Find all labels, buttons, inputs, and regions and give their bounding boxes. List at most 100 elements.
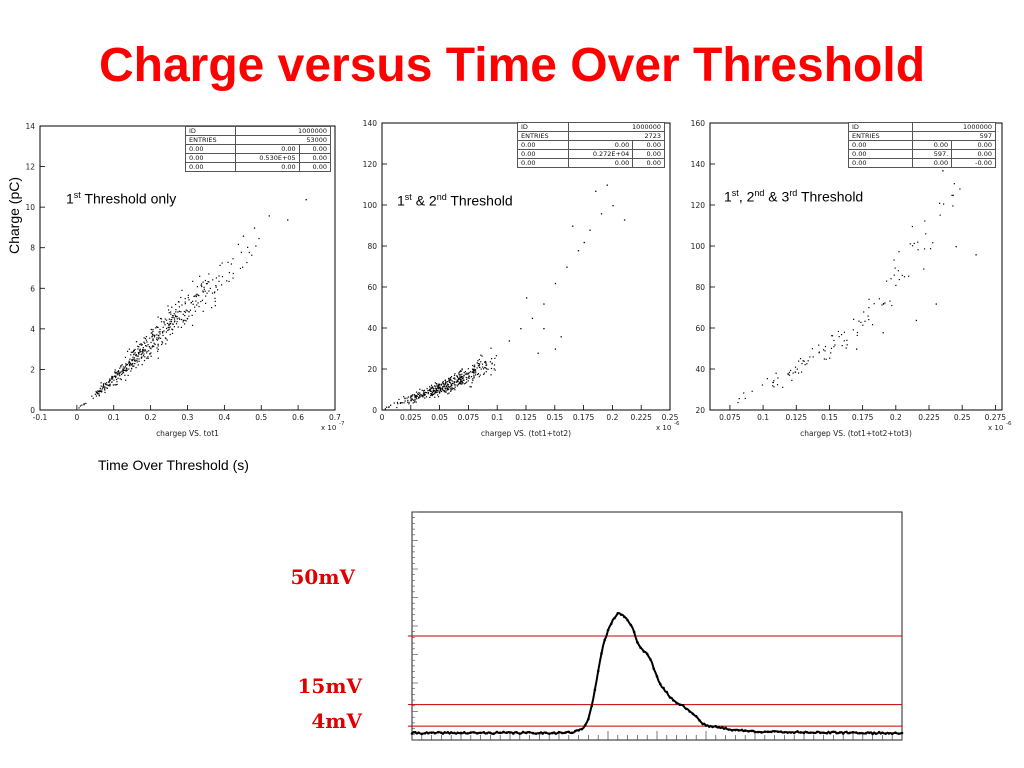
data-point <box>123 369 125 371</box>
y-axis-title: Charge (pC) <box>6 176 22 254</box>
data-point <box>147 344 149 346</box>
x-tick-label: 0.125 <box>786 413 808 422</box>
data-point <box>159 317 162 320</box>
data-point <box>761 384 764 386</box>
data-point <box>191 314 193 317</box>
data-point <box>416 398 418 400</box>
data-point <box>153 336 156 338</box>
data-point <box>531 317 534 320</box>
data-point <box>477 360 479 362</box>
data-point <box>188 315 190 317</box>
data-point <box>867 315 869 317</box>
data-point <box>155 327 157 329</box>
data-point <box>145 339 148 341</box>
stats-cell: 0.00 <box>298 153 332 163</box>
data-point <box>422 391 425 393</box>
data-point <box>174 314 176 316</box>
data-point <box>207 281 209 283</box>
data-point <box>111 375 113 377</box>
data-point <box>158 335 160 337</box>
data-point <box>169 321 171 323</box>
pulse-sample <box>743 729 747 732</box>
data-point <box>442 381 444 383</box>
data-point <box>426 388 428 390</box>
data-point <box>112 384 114 386</box>
pulse-sample <box>822 731 825 735</box>
data-point <box>858 320 860 322</box>
data-point <box>422 396 424 398</box>
stats-cell: 0.00 <box>568 140 634 150</box>
pulse-sample <box>763 730 767 734</box>
x-tick-label: 0.7 <box>329 413 341 422</box>
axis-caption: chargep VS. (tot1+tot2+tot3) <box>800 429 912 438</box>
data-point <box>109 384 111 386</box>
data-point <box>796 368 798 370</box>
y-tick-label: 100 <box>363 201 378 210</box>
data-point <box>457 376 459 378</box>
data-point <box>161 342 164 344</box>
data-point <box>143 349 145 351</box>
data-point <box>209 287 211 290</box>
data-point <box>127 374 129 377</box>
data-point <box>214 305 216 307</box>
data-point <box>806 363 808 365</box>
data-point <box>812 356 814 358</box>
data-point <box>478 364 480 366</box>
data-point <box>807 360 809 362</box>
data-point <box>198 294 200 297</box>
data-point <box>868 306 870 309</box>
data-point <box>146 352 148 354</box>
y-tick-label: 80 <box>367 242 377 251</box>
data-point <box>129 358 131 360</box>
data-point <box>484 367 487 369</box>
data-point <box>175 311 177 313</box>
data-point <box>792 372 794 374</box>
pulse-sample <box>691 712 695 716</box>
x-tick-label: 0.075 <box>458 413 480 422</box>
stats-cell: 597. <box>911 149 953 159</box>
stats-box-1: ID 1000000 ENTRIES 53000 0.00 0.00 0.00 0.00… <box>184 126 332 172</box>
stats-cell: 0.530E+05 <box>235 153 300 163</box>
pulse-sample <box>786 731 789 734</box>
data-point <box>146 345 148 347</box>
data-point <box>120 373 123 376</box>
data-point <box>953 183 955 185</box>
pulse-sample <box>665 690 669 694</box>
data-point <box>838 336 840 338</box>
data-point <box>469 371 472 373</box>
data-point <box>232 258 234 260</box>
pulse-sample <box>766 730 770 734</box>
x-tick-label: 0.25 <box>662 413 679 422</box>
pulse-sample <box>773 730 776 733</box>
data-point <box>114 369 116 371</box>
data-point <box>846 339 848 341</box>
x-tick-label: 0.5 <box>255 413 267 422</box>
data-point <box>154 334 156 336</box>
data-point <box>131 364 133 366</box>
data-point <box>184 319 186 321</box>
data-point <box>415 401 417 403</box>
y-tick-label: 60 <box>367 283 377 292</box>
data-point <box>925 233 927 235</box>
data-point <box>444 379 447 381</box>
pulse-sample <box>636 641 639 644</box>
data-point <box>305 199 307 201</box>
data-point <box>435 391 437 393</box>
pulse-sample <box>799 731 803 734</box>
data-point <box>115 375 117 377</box>
pulse-sample <box>897 732 901 735</box>
data-point <box>475 372 477 374</box>
data-point <box>434 387 437 389</box>
data-point <box>180 318 183 321</box>
data-point <box>152 334 154 336</box>
data-point <box>479 366 481 369</box>
pulse-sample <box>567 730 571 734</box>
data-point <box>450 379 452 381</box>
data-point <box>105 387 107 389</box>
data-point <box>433 385 436 387</box>
data-point <box>824 345 827 348</box>
data-point <box>464 370 467 373</box>
data-point <box>443 386 445 388</box>
data-point <box>164 337 167 339</box>
data-point <box>457 383 459 386</box>
